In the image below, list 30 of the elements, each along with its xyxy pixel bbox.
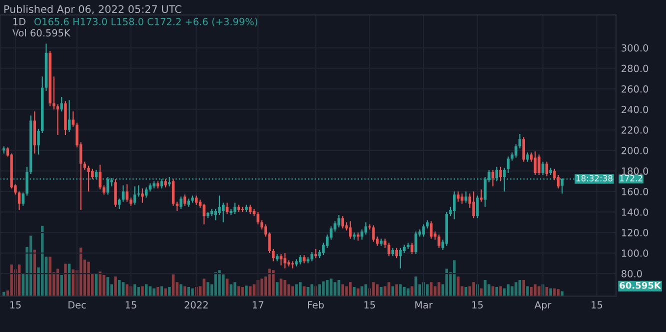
y-tick-label: 300.0: [622, 44, 648, 52]
x-tick-label: Mar: [415, 301, 433, 309]
y-tick-label: 120.0: [622, 228, 648, 236]
x-tick-label: Feb: [308, 301, 324, 309]
y-tick-label: 280.0: [622, 64, 648, 72]
x-tick-label: 2022: [184, 301, 208, 309]
x-tick-label: 15: [472, 301, 483, 309]
chart-subtitle: O165.6 H173.0 L158.0 C172.2 +6.6 (+3.99%): [34, 18, 258, 26]
y-tick-label: 80.0: [622, 270, 642, 278]
x-tick-label: 15: [592, 301, 602, 309]
y-tick-label: 260.0: [622, 85, 648, 93]
x-tick-label: Dec: [68, 301, 86, 309]
y-tick-label: 200.0: [622, 146, 648, 154]
x-tick-label: Apr: [534, 301, 552, 310]
annotation: Published Apr 06, 2022 05:27 UTC: [4, 4, 182, 16]
y-tick-label: 220.0: [622, 126, 648, 134]
annotation: Vol 60.595K: [12, 29, 71, 37]
y-tick-label: 240.0: [622, 106, 648, 114]
x-tick-label: 15: [364, 301, 375, 309]
text: 60.595K: [620, 282, 662, 289]
y-tick-label: 180.0: [622, 167, 648, 175]
annotation: 18:32:38: [576, 175, 612, 182]
x-tick-label: 17: [252, 301, 264, 308]
y-tick-label: 140.0: [622, 208, 648, 216]
x-tick-label: 15: [126, 301, 136, 309]
y-tick-label: 160.0: [622, 188, 648, 196]
chart-title: 1D: [13, 18, 26, 26]
ref-line-label: 172.2: [620, 175, 642, 182]
x-tick-label: 15: [10, 301, 21, 309]
y-tick-label: 100.0: [622, 250, 648, 257]
